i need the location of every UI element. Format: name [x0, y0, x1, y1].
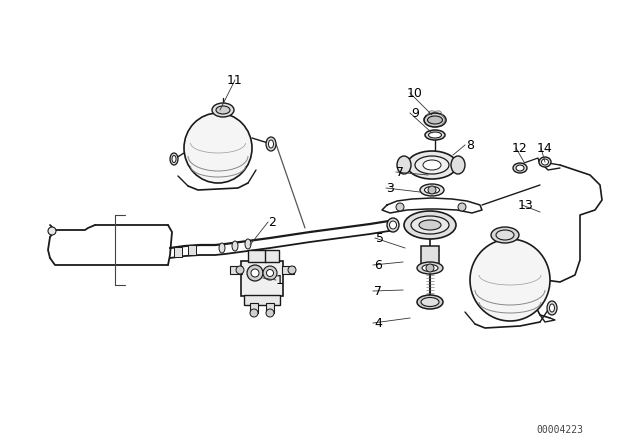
Circle shape — [236, 266, 244, 274]
Ellipse shape — [539, 157, 551, 167]
Text: 7: 7 — [374, 284, 382, 297]
Ellipse shape — [516, 165, 524, 171]
Circle shape — [48, 227, 56, 235]
Ellipse shape — [390, 221, 397, 229]
Ellipse shape — [496, 230, 514, 240]
Ellipse shape — [266, 137, 276, 151]
Ellipse shape — [451, 156, 465, 174]
Ellipse shape — [547, 301, 557, 315]
Ellipse shape — [425, 130, 445, 140]
Bar — [174, 247, 182, 257]
Circle shape — [266, 270, 273, 276]
Circle shape — [247, 265, 263, 281]
Bar — [188, 245, 196, 255]
Text: 5: 5 — [376, 232, 384, 245]
Bar — [421, 246, 439, 264]
Bar — [265, 250, 279, 262]
Ellipse shape — [172, 155, 176, 163]
Ellipse shape — [422, 264, 438, 271]
Text: 12: 12 — [512, 142, 528, 155]
Ellipse shape — [415, 156, 449, 174]
Ellipse shape — [404, 211, 456, 239]
Text: 6: 6 — [374, 258, 382, 271]
Text: 9: 9 — [411, 107, 419, 120]
Ellipse shape — [541, 159, 548, 165]
Circle shape — [263, 266, 277, 280]
Ellipse shape — [219, 243, 225, 253]
Text: 4: 4 — [374, 316, 382, 329]
Ellipse shape — [421, 297, 439, 306]
Circle shape — [288, 266, 296, 274]
Bar — [244, 295, 280, 305]
Ellipse shape — [417, 262, 443, 274]
Bar — [266, 303, 274, 313]
Ellipse shape — [407, 151, 457, 179]
Text: 1: 1 — [276, 273, 284, 287]
Ellipse shape — [428, 116, 442, 124]
Ellipse shape — [269, 140, 273, 148]
Bar — [248, 250, 266, 262]
Text: 00004223: 00004223 — [536, 425, 584, 435]
Circle shape — [266, 309, 274, 317]
Bar — [241, 260, 283, 296]
Text: 11: 11 — [227, 73, 243, 86]
Ellipse shape — [550, 304, 554, 312]
Ellipse shape — [420, 184, 444, 196]
Ellipse shape — [184, 113, 252, 183]
Circle shape — [426, 264, 434, 272]
Ellipse shape — [397, 156, 411, 174]
Ellipse shape — [232, 241, 238, 251]
Circle shape — [428, 186, 436, 194]
Ellipse shape — [419, 220, 441, 230]
Ellipse shape — [423, 160, 441, 170]
Text: 13: 13 — [518, 198, 534, 211]
Ellipse shape — [170, 153, 178, 165]
Circle shape — [251, 269, 259, 277]
Ellipse shape — [513, 163, 527, 173]
Ellipse shape — [387, 218, 399, 232]
Ellipse shape — [216, 106, 230, 114]
Ellipse shape — [212, 103, 234, 117]
Circle shape — [396, 203, 404, 211]
Ellipse shape — [424, 113, 446, 127]
Bar — [230, 266, 242, 274]
Text: 8: 8 — [466, 138, 474, 151]
Bar — [282, 266, 294, 274]
Bar — [250, 303, 258, 313]
Ellipse shape — [491, 227, 519, 243]
Text: 10: 10 — [407, 86, 423, 99]
Text: 7: 7 — [396, 165, 404, 178]
Ellipse shape — [429, 132, 442, 138]
Circle shape — [458, 203, 466, 211]
Text: 14: 14 — [537, 142, 553, 155]
Ellipse shape — [424, 186, 440, 194]
Circle shape — [250, 309, 258, 317]
Ellipse shape — [470, 239, 550, 321]
Ellipse shape — [411, 216, 449, 234]
Ellipse shape — [417, 295, 443, 309]
Ellipse shape — [245, 239, 251, 249]
Text: 3: 3 — [386, 181, 394, 194]
Text: 2: 2 — [268, 215, 276, 228]
